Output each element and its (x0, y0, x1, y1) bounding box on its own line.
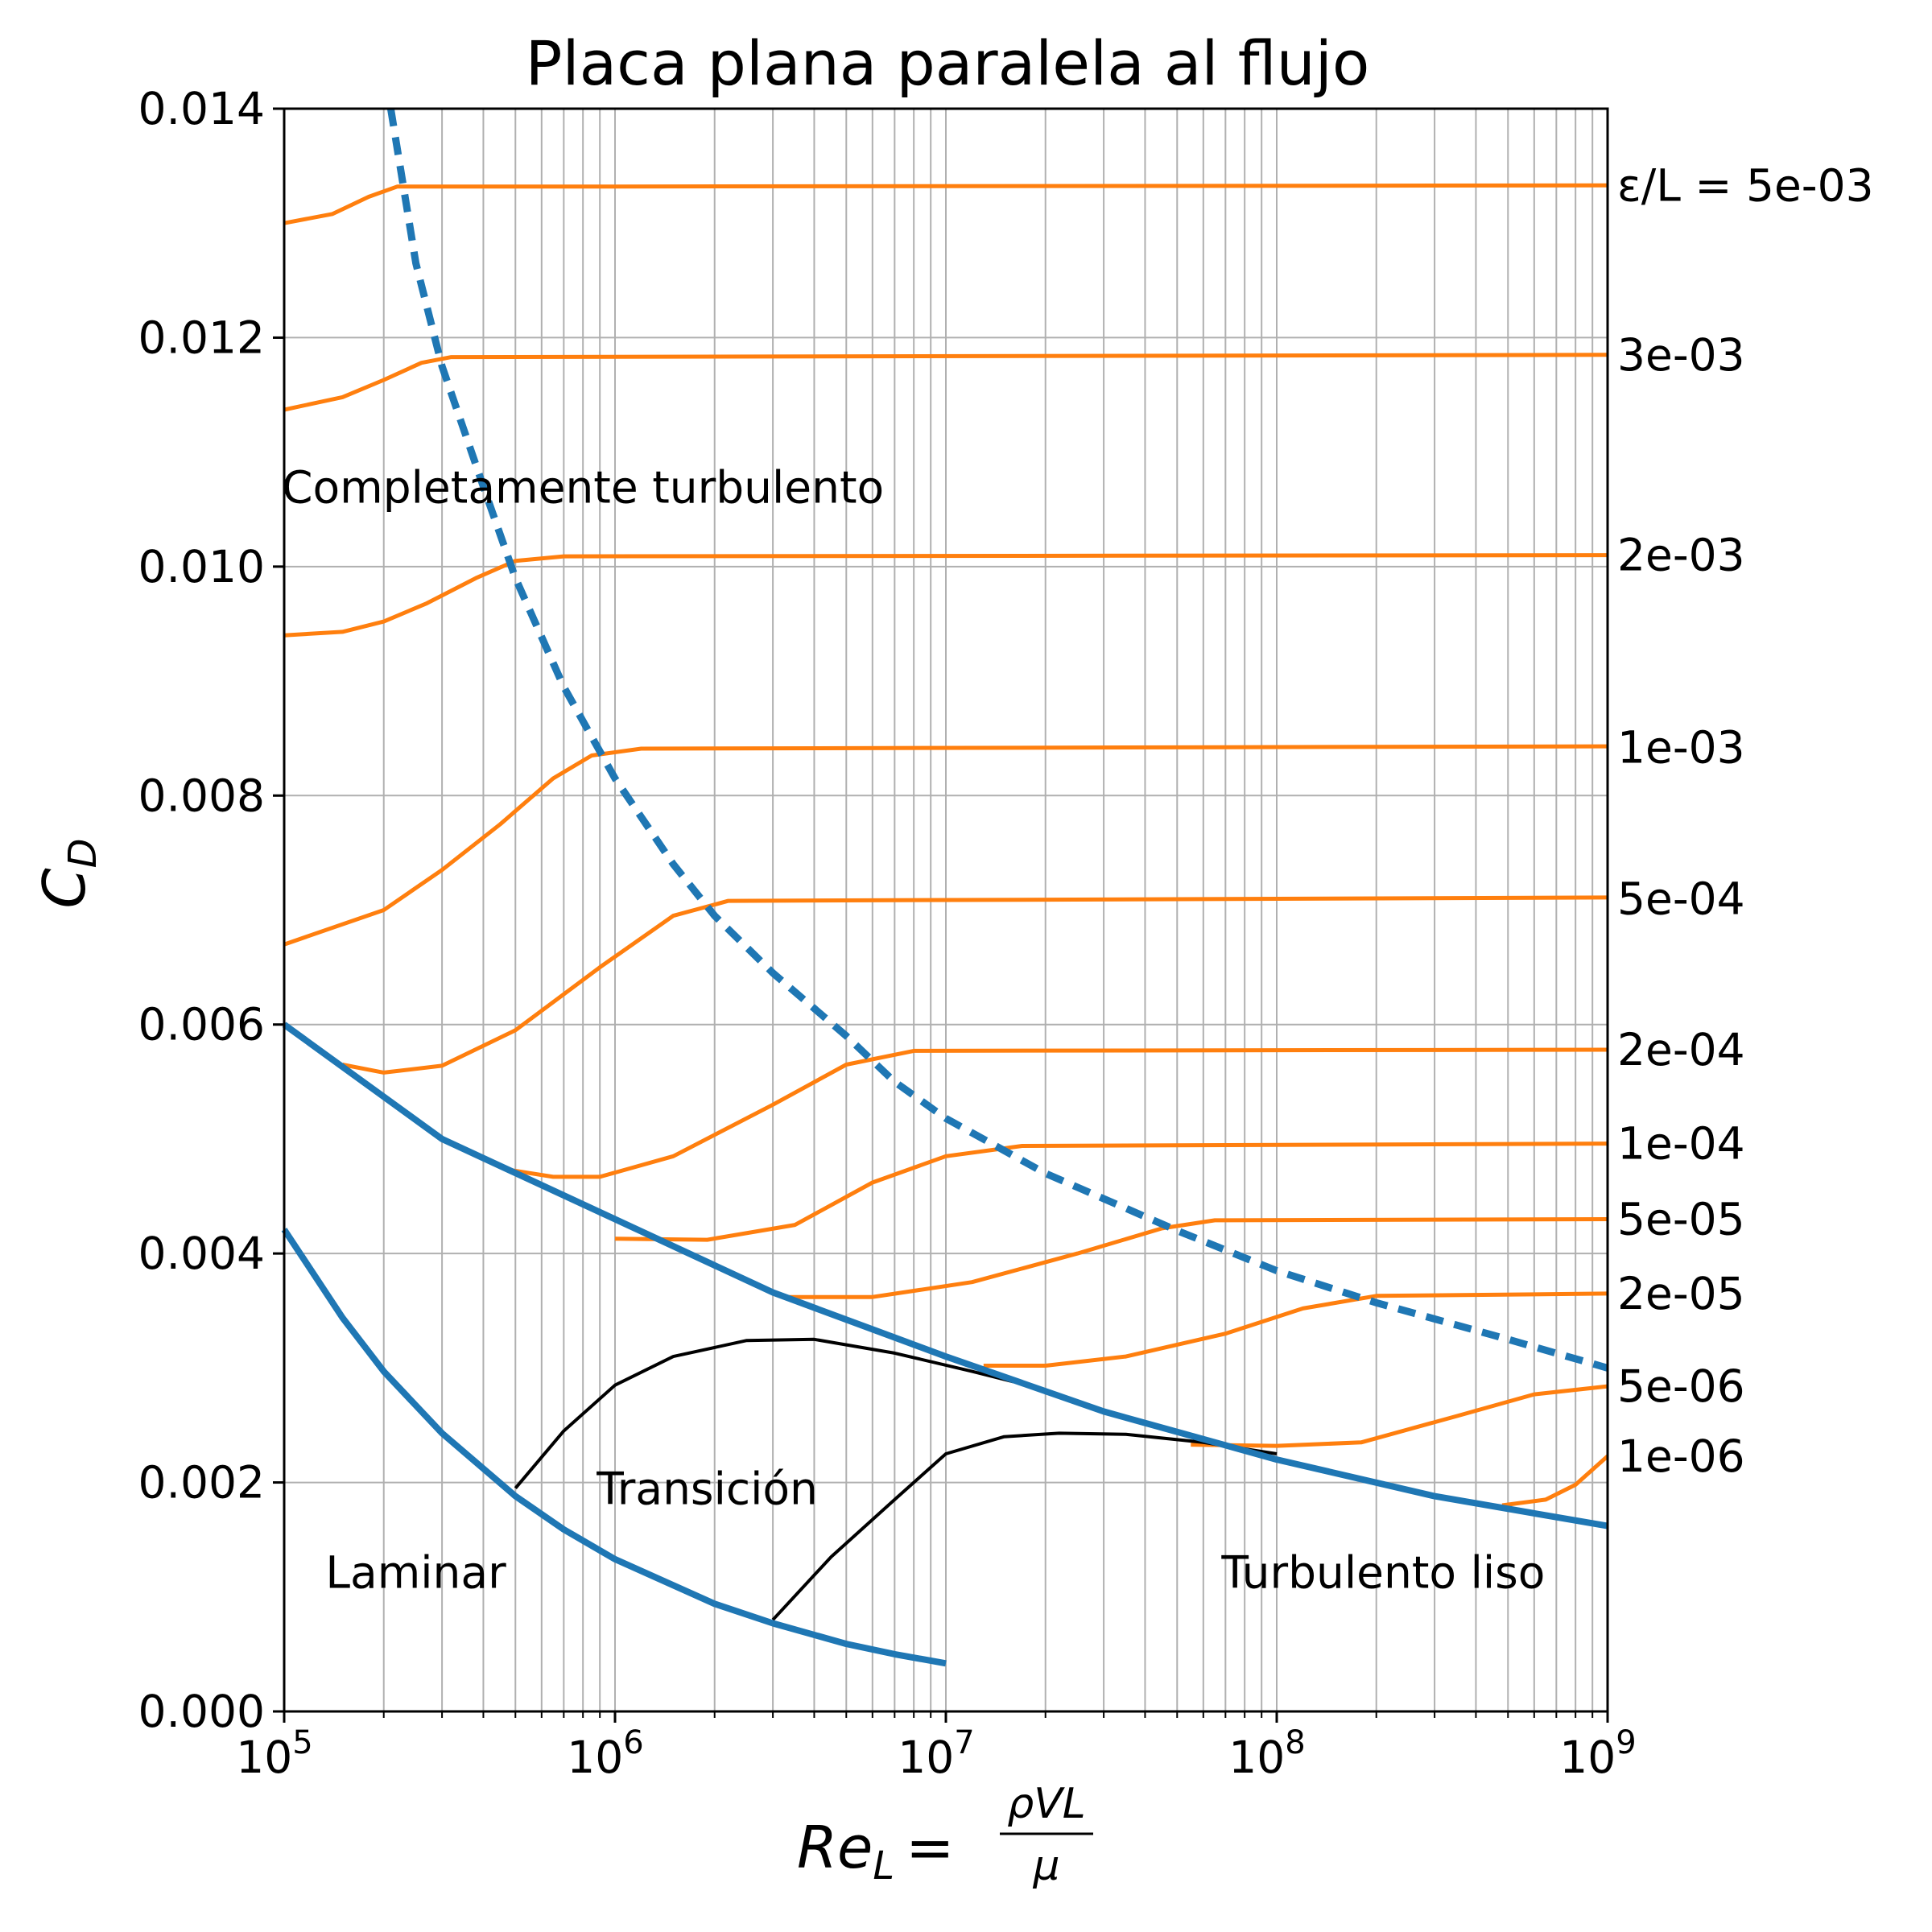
transition-curve-line (514, 1337, 1014, 1489)
x-axis-label-equals: = (906, 1814, 954, 1881)
x-tick-label-exponent: 6 (623, 1724, 643, 1761)
x-tick-label-exponent: 5 (292, 1724, 312, 1761)
y-axis-label-sub: D (60, 838, 105, 868)
roughness-label: 5e-05 (1617, 1193, 1745, 1245)
rough-series-line (786, 1217, 1608, 1299)
roughness-label: 2e-05 (1617, 1268, 1745, 1319)
chart-title: Placa plana paralela al flujo (526, 27, 1370, 99)
rough-series-line (614, 1141, 1608, 1242)
x-tick-label-exponent: 8 (1285, 1724, 1305, 1761)
x-tick-label: 107 (898, 1724, 974, 1783)
x-tick-label-base: 10 (567, 1732, 623, 1783)
rough-series-line (283, 353, 1608, 412)
roughness-label: 3e-03 (1617, 329, 1745, 381)
region-labels: Completamente turbulento Transición Lamina… (282, 461, 1545, 1598)
rough-series-line (341, 895, 1608, 1075)
rough-series-line (283, 183, 1608, 225)
roughness-label: 1e-04 (1617, 1118, 1745, 1170)
y-tick-label: 0.010 (138, 541, 265, 592)
y-tick-label: 0.004 (138, 1228, 265, 1279)
x-tick-label-base: 10 (1228, 1732, 1285, 1783)
y-tick-label: 0.002 (138, 1457, 265, 1509)
region-label: Transición (596, 1463, 818, 1515)
rough-series-line (1501, 1455, 1609, 1508)
region-label: Completamente turbulento (282, 461, 884, 513)
y-axis-label-main: C (31, 868, 98, 909)
rough-series-line (283, 553, 1608, 638)
x-tick-label-exponent: 9 (1616, 1724, 1636, 1761)
laminar-series-line (281, 1228, 947, 1667)
svg-text:CD: CD (31, 838, 105, 908)
transition-curve-line (771, 1431, 1278, 1621)
roughness-label: 5e-06 (1617, 1360, 1745, 1412)
series-layer (281, 108, 1609, 1667)
rough-series-line (1191, 1384, 1608, 1448)
rough-series-line (983, 1291, 1608, 1368)
roughness-label: 5e-04 (1617, 873, 1745, 924)
x-tick-label-base: 10 (236, 1732, 292, 1783)
roughness-label: 2e-03 (1617, 530, 1745, 581)
x-tick-label: 106 (567, 1724, 643, 1783)
fully-rough-boundary-line (386, 108, 1609, 1372)
y-axis-label: CD (31, 838, 105, 908)
svg-text:ReL=: ReL = (797, 1814, 954, 1889)
y-tick-label: 0.000 (138, 1686, 265, 1737)
region-label: Turbulento liso (1220, 1546, 1545, 1598)
x-axis-label-sub: L (873, 1843, 894, 1889)
x-axis-label: ReL = ρVL μ (797, 1780, 1093, 1890)
roughness-label: ε/L = 5e-03 (1617, 159, 1874, 211)
y-tick-label: 0.014 (138, 83, 265, 134)
y-tick-label: 0.006 (138, 999, 265, 1051)
x-tick-label: 108 (1228, 1724, 1305, 1783)
tick-layer: 0.000 0.002 0.004 0.006 0.008 0.010 0.012 0.014… (138, 83, 1637, 1783)
x-tick-label: 105 (236, 1724, 312, 1783)
roughness-labels: ε/L = 5e-03 3e-03 2e-03 1e-03 5e-04 2e-04 1e-0… (1617, 159, 1874, 1482)
rough-series-line (283, 744, 1608, 947)
x-axis-label-main: Re (797, 1814, 873, 1881)
region-label: Laminar (325, 1546, 506, 1598)
x-tick-label: 109 (1559, 1724, 1636, 1783)
x-tick-label-base: 10 (1559, 1732, 1616, 1783)
roughness-label: 1e-06 (1617, 1430, 1745, 1482)
x-axis-label-numerator: ρVL (1007, 1780, 1086, 1828)
x-tick-label-base: 10 (898, 1732, 954, 1783)
x-tick-label-exponent: 7 (954, 1724, 974, 1761)
rough-series-line (509, 1047, 1608, 1179)
roughness-label: 1e-03 (1617, 722, 1745, 774)
x-axis-label-denominator: μ (1032, 1842, 1059, 1890)
turbulent-smooth-series-line (282, 1022, 1608, 1530)
roughness-label: 2e-04 (1617, 1024, 1745, 1075)
y-tick-label: 0.012 (138, 312, 265, 363)
y-tick-label: 0.008 (138, 770, 265, 821)
